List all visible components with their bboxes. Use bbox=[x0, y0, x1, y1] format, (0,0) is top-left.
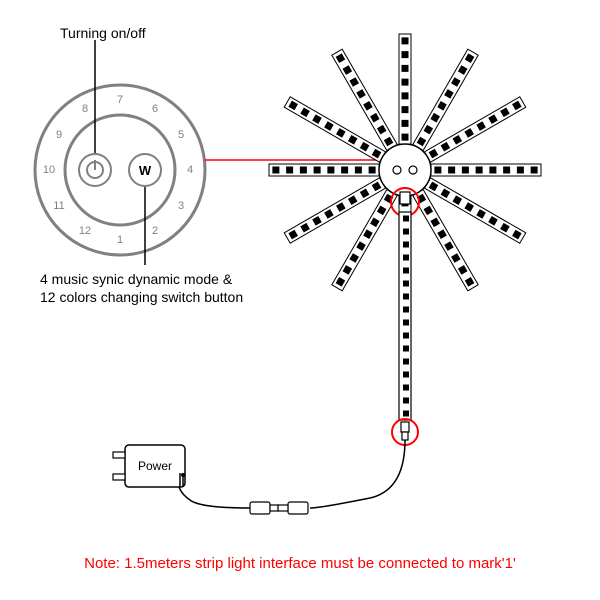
svg-text:11: 11 bbox=[53, 200, 64, 212]
svg-text:2: 2 bbox=[152, 225, 158, 237]
svg-text:5: 5 bbox=[178, 129, 184, 141]
w-button[interactable]: W bbox=[129, 154, 161, 186]
label-mode-line2: 12 colors changing switch button bbox=[40, 289, 243, 305]
label-mode-switch: 4 music synic dynamic mode & 12 colors c… bbox=[40, 270, 243, 306]
cable-power-side bbox=[178, 473, 251, 508]
dc-jack-pair bbox=[250, 502, 308, 514]
svg-text:7: 7 bbox=[117, 94, 123, 106]
vertical-led-strip bbox=[399, 212, 411, 420]
svg-text:8: 8 bbox=[82, 103, 88, 115]
power-label: Power bbox=[138, 459, 172, 473]
svg-text:4: 4 bbox=[187, 164, 193, 176]
svg-text:1: 1 bbox=[117, 234, 123, 246]
svg-text:9: 9 bbox=[56, 129, 62, 141]
label-mode-line1: 4 music synic dynamic mode & bbox=[40, 271, 232, 287]
label-turning-onoff: Turning on/off bbox=[60, 24, 146, 42]
svg-text:3: 3 bbox=[178, 200, 184, 212]
cable-strip-side bbox=[310, 440, 405, 508]
w-button-label: W bbox=[139, 163, 152, 178]
svg-text:10: 10 bbox=[43, 164, 55, 176]
power-adapter: Power bbox=[113, 445, 185, 487]
red-indicator-line bbox=[205, 156, 392, 164]
svg-text:6: 6 bbox=[152, 103, 158, 115]
strip-connector bbox=[401, 422, 409, 440]
power-button[interactable] bbox=[79, 154, 111, 186]
control-dial: 1 2 3 4 5 6 7 8 9 10 11 12 W bbox=[35, 85, 205, 255]
adapter-cable-end bbox=[181, 473, 185, 477]
note-text: Note: 1.5meters strip light interface mu… bbox=[0, 555, 600, 572]
svg-text:12: 12 bbox=[79, 225, 91, 237]
